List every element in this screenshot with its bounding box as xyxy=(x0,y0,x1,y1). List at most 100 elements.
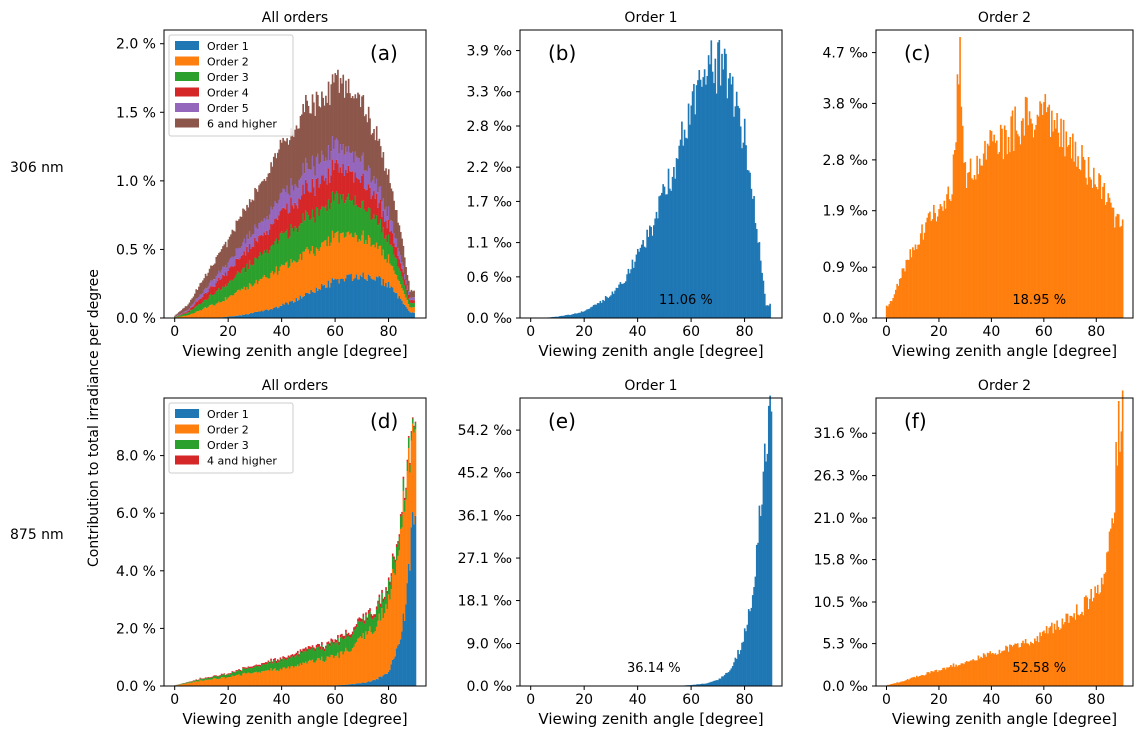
bar-f-order-2 xyxy=(1122,390,1124,686)
x-tick-label-d: 40 xyxy=(273,692,291,708)
bar-d-4-and-higher xyxy=(403,477,405,479)
x-tick-label-b: 0 xyxy=(526,324,535,340)
legend-label-a: Order 4 xyxy=(207,87,249,100)
bar-d-4-and-higher xyxy=(268,661,270,663)
panel-label-c: (c) xyxy=(904,41,931,65)
bar-d-order-3 xyxy=(415,423,417,429)
panel-title-d: All orders xyxy=(262,378,328,394)
x-tick-label-e: 60 xyxy=(682,692,700,708)
panel-title-a: All orders xyxy=(262,10,328,26)
y-tick-label-d: 2.0 % xyxy=(116,621,156,637)
y-tick-label-b: 1.1 ‰ xyxy=(467,236,513,252)
legend-label-a: Order 1 xyxy=(207,40,249,53)
bar-d-order-1 xyxy=(415,516,417,686)
x-tick-label-b: 60 xyxy=(682,324,700,340)
y-tick-label-d: 8.0 % xyxy=(116,449,156,465)
x-tick-label-b: 20 xyxy=(575,324,593,340)
legend-swatch-d xyxy=(175,456,199,465)
y-tick-label-f: 21.0 ‰ xyxy=(814,511,869,527)
x-tick-label-c: 60 xyxy=(1035,324,1053,340)
legend-label-d: Order 1 xyxy=(207,408,249,421)
y-tick-label-f: 26.3 ‰ xyxy=(814,469,869,485)
y-tick-label-e: 54.2 ‰ xyxy=(458,423,513,439)
x-tick-label-b: 40 xyxy=(629,324,647,340)
bar-d-4-and-higher xyxy=(363,614,365,617)
bar-d-4-and-higher xyxy=(345,630,347,633)
bar-d-order-3 xyxy=(408,438,410,448)
bar-d-4-and-higher xyxy=(312,645,314,647)
y-tick-label-a: 2.0 % xyxy=(116,37,156,53)
y-tick-label-c: 0.0 ‰ xyxy=(823,311,869,327)
panel-e: 0.0 ‰9.0 ‰18.1 ‰27.1 ‰36.1 ‰45.2 ‰54.2 ‰… xyxy=(458,378,782,728)
bar-d-4-and-higher xyxy=(297,651,299,653)
bar-d-4-and-higher xyxy=(337,635,339,638)
x-tick-label-c: 80 xyxy=(1087,324,1105,340)
y-tick-label-b: 1.7 ‰ xyxy=(467,194,513,210)
panel-label-e: (e) xyxy=(548,409,576,433)
y-tick-label-b: 3.3 ‰ xyxy=(467,85,513,101)
x-tick-label-e: 0 xyxy=(526,692,535,708)
x-tick-label-b: 80 xyxy=(736,324,754,340)
annotation-c: 18.95 % xyxy=(1012,293,1066,308)
legend-swatch-a xyxy=(175,72,199,81)
bar-a-6-and-higher xyxy=(413,291,415,298)
panel-label-d: (d) xyxy=(370,409,398,433)
y-tick-label-c: 3.8 ‰ xyxy=(823,96,869,112)
bar-d-4-and-higher xyxy=(408,436,410,438)
legend-label-a: 6 and higher xyxy=(207,118,277,131)
x-tick-label-a: 80 xyxy=(380,324,398,340)
y-tick-label-a: 0.0 % xyxy=(116,311,156,327)
legend-label-d: 4 and higher xyxy=(207,455,277,468)
bar-d-order-2 xyxy=(415,429,417,516)
y-tick-label-c: 4.7 ‰ xyxy=(823,46,869,62)
bar-d-4-and-higher xyxy=(381,590,383,593)
bar-d-4-and-higher xyxy=(392,554,394,557)
y-tick-label-c: 1.9 ‰ xyxy=(823,204,869,220)
y-tick-label-f: 0.0 ‰ xyxy=(823,679,869,695)
x-tick-label-c: 20 xyxy=(930,324,948,340)
bar-d-4-and-higher xyxy=(332,639,334,642)
bar-a-order-4 xyxy=(413,300,415,303)
bar-d-4-and-higher xyxy=(280,657,282,659)
legend-swatch-a xyxy=(175,88,199,97)
y-tick-label-e: 27.1 ‰ xyxy=(458,551,513,567)
global-y-axis-label: Contribution to total irradiance per deg… xyxy=(86,269,102,567)
x-tick-label-e: 40 xyxy=(629,692,647,708)
bar-b-order-1 xyxy=(769,304,771,318)
annotation-f: 52.58 % xyxy=(1012,661,1066,676)
legend-label-d: Order 2 xyxy=(207,424,249,437)
bar-e-order-1 xyxy=(771,412,773,687)
panel-title-f: Order 2 xyxy=(978,378,1031,394)
legend-swatch-a xyxy=(175,41,199,50)
bar-d-order-3 xyxy=(403,479,405,491)
bar-d-4-and-higher xyxy=(365,612,367,615)
x-axis-label-f: Viewing zenith angle [degree] xyxy=(892,710,1117,728)
y-tick-label-a: 1.0 % xyxy=(116,174,156,190)
bar-d-order-3 xyxy=(412,419,414,424)
x-tick-label-c: 0 xyxy=(882,324,891,340)
x-tick-label-a: 0 xyxy=(170,324,179,340)
y-tick-label-e: 9.0 ‰ xyxy=(467,637,513,653)
legend-swatch-a xyxy=(175,119,199,128)
y-tick-label-d: 0.0 % xyxy=(116,679,156,695)
x-tick-label-a: 40 xyxy=(273,324,291,340)
annotation-e: 36.14 % xyxy=(627,661,681,676)
legend-swatch-d xyxy=(175,425,199,434)
bar-d-4-and-higher xyxy=(379,595,381,598)
panel-label-a: (a) xyxy=(370,41,398,65)
bar-d-4-and-higher xyxy=(270,659,272,661)
row-label-306nm: 306 nm xyxy=(10,160,64,176)
x-tick-label-d: 20 xyxy=(219,692,237,708)
y-tick-label-f: 5.3 ‰ xyxy=(823,637,869,653)
y-tick-label-e: 18.1 ‰ xyxy=(458,594,513,610)
bar-d-4-and-higher xyxy=(412,417,414,418)
y-tick-label-e: 0.0 ‰ xyxy=(467,679,513,695)
panel-title-c: Order 2 xyxy=(978,10,1031,26)
y-tick-label-b: 2.8 ‰ xyxy=(467,119,513,135)
y-tick-label-e: 45.2 ‰ xyxy=(458,466,513,482)
x-tick-label-f: 0 xyxy=(882,692,891,708)
x-tick-label-a: 20 xyxy=(219,324,237,340)
x-axis-label-d: Viewing zenith angle [degree] xyxy=(182,710,407,728)
